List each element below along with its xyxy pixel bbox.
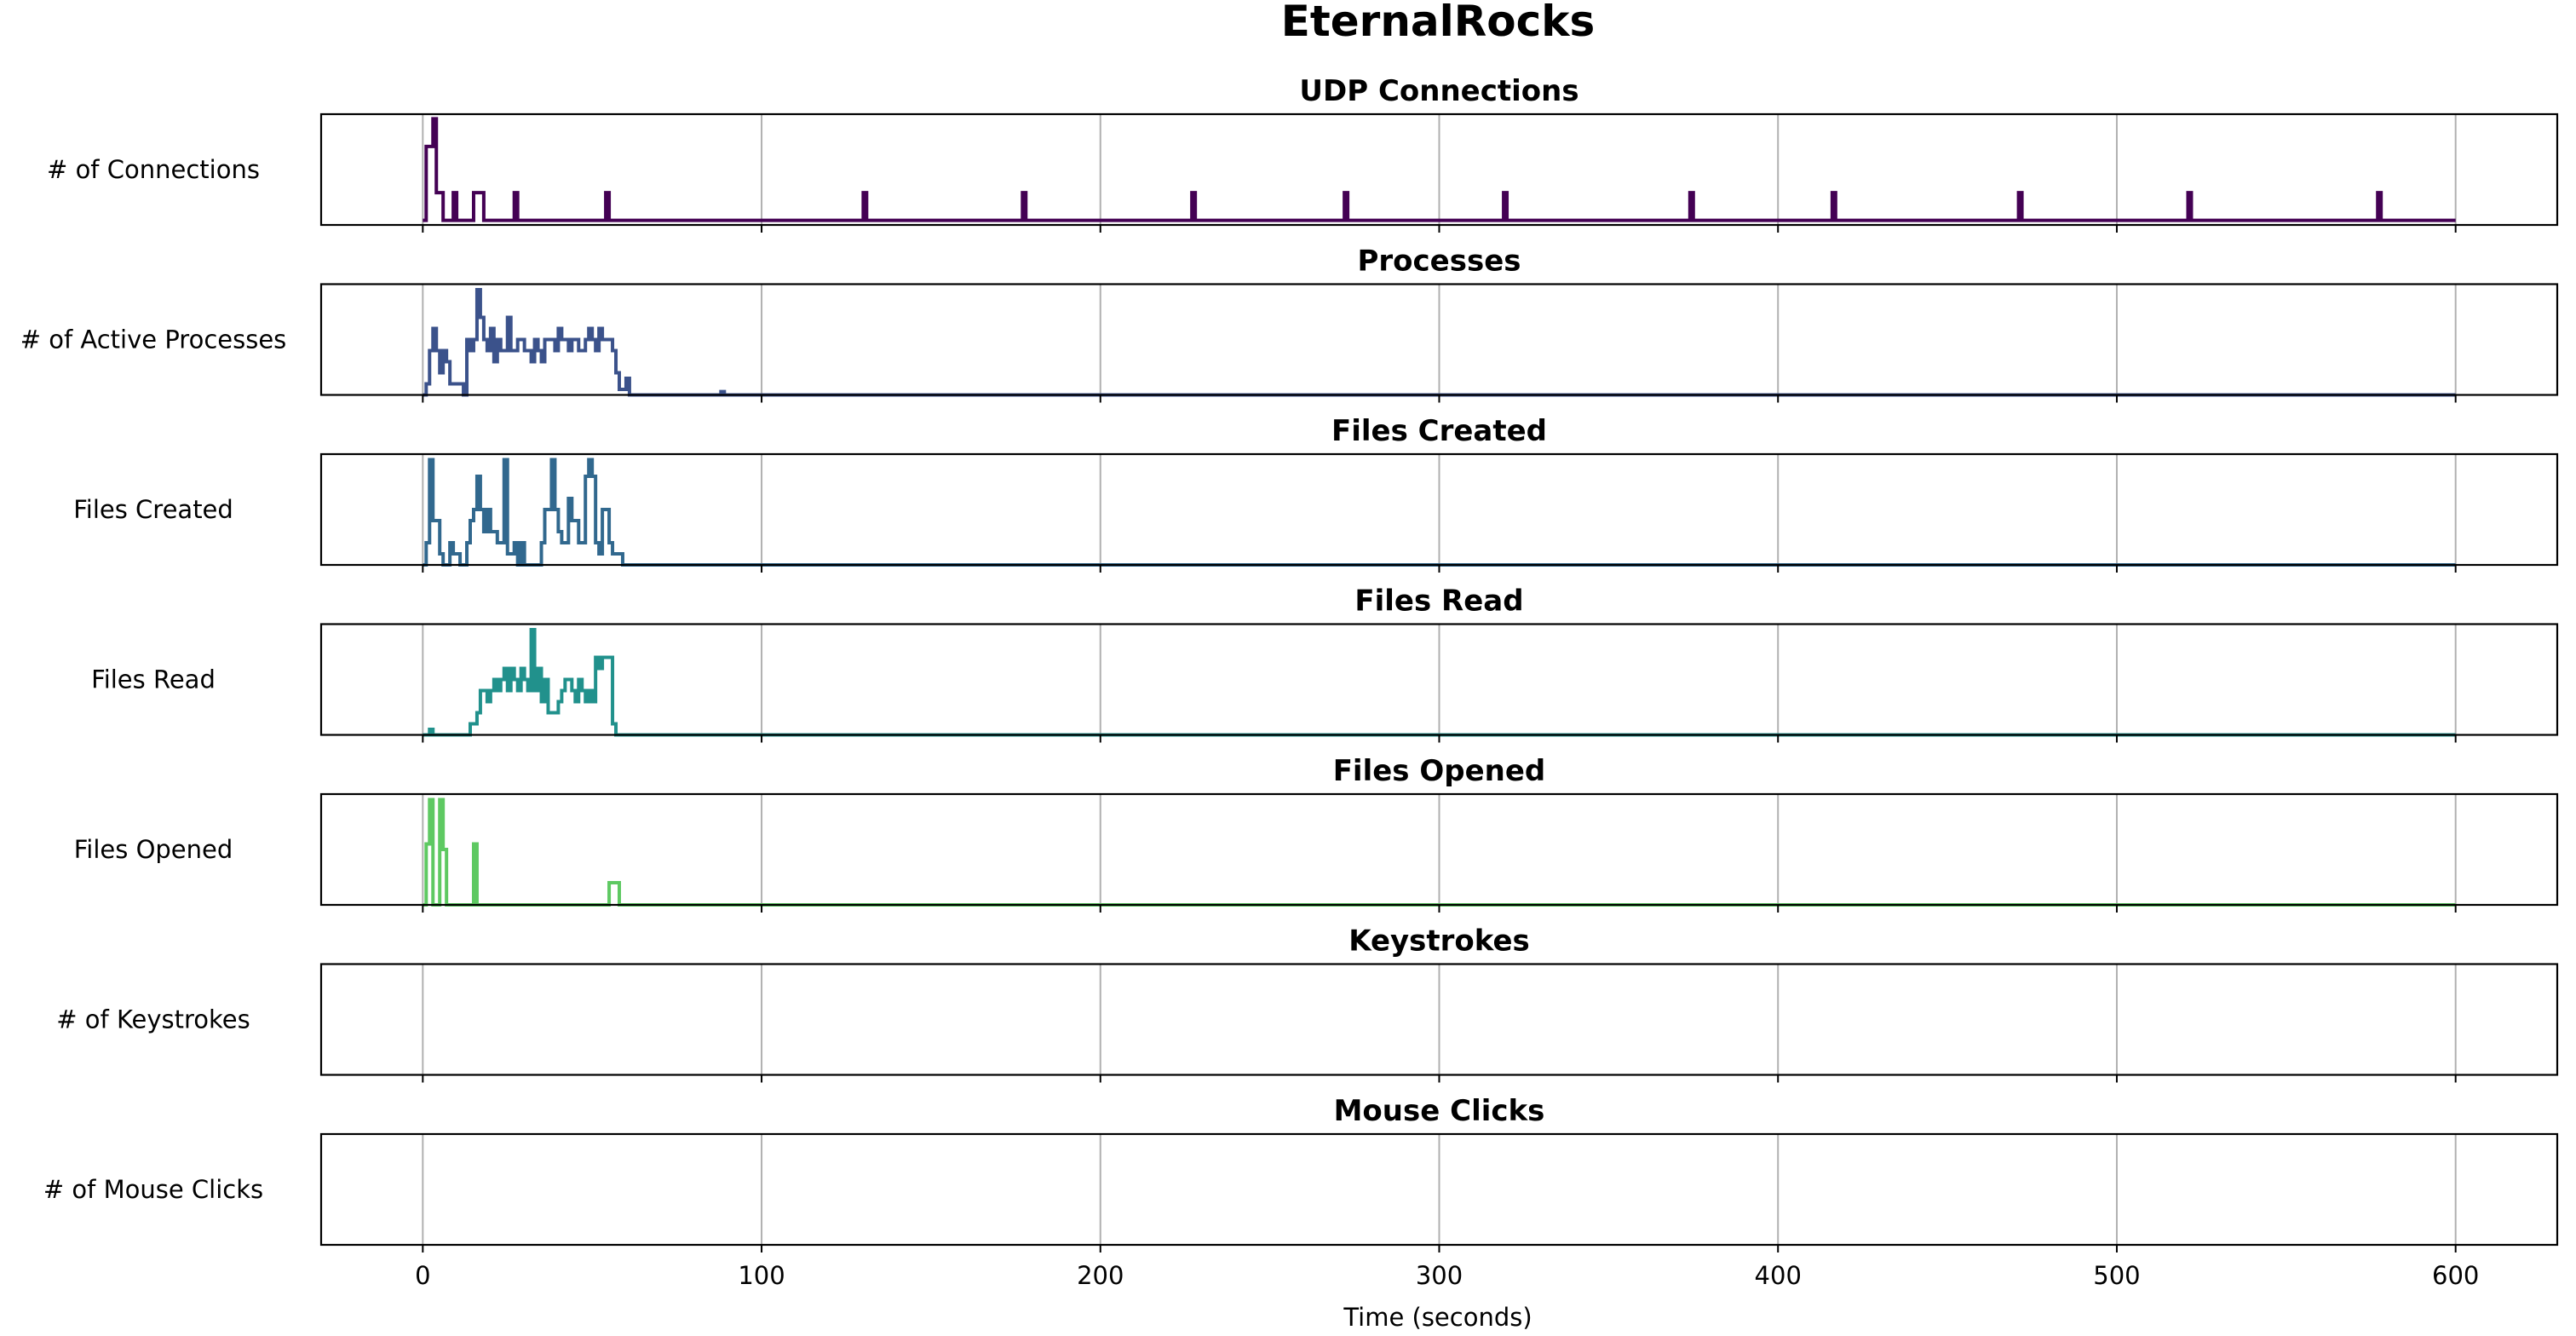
x-tick-label: 400 (1755, 1261, 1802, 1290)
y-axis-label: # of Connections (47, 155, 260, 184)
x-tick-label: 100 (738, 1261, 785, 1290)
y-axis-label: Files Opened (74, 835, 233, 864)
series-line (423, 458, 2456, 567)
panel-3: Files Read Files Read (91, 584, 2559, 743)
panel-0: UDP Connections # of Connections (47, 74, 2559, 233)
panel-2: Files Created Files Created (73, 414, 2559, 573)
series-line (423, 117, 2456, 222)
x-tick-labels: 0 100 200 300 400 500 600 (415, 1261, 2479, 1290)
panel-title: Files Created (1331, 414, 1547, 448)
panel-5: Keystrokes # of Keystrokes (56, 924, 2559, 1083)
figure-title: EternalRocks (1281, 0, 1596, 46)
panel-4: Files Opened Files Opened (74, 754, 2559, 913)
panels: UDP Connections # of Connections Processes… (20, 74, 2559, 1252)
x-tick-label: 0 (415, 1261, 430, 1290)
y-axis-label: # of Active Processes (20, 325, 287, 354)
panel-6: Mouse Clicks # of Mouse Clicks (43, 1094, 2559, 1252)
y-axis-label: Files Read (91, 665, 216, 694)
y-axis-label: Files Created (73, 495, 233, 524)
panel-1: Processes # of Active Processes (20, 245, 2559, 403)
series-line (423, 628, 2456, 737)
x-tick-label: 300 (1416, 1261, 1463, 1290)
y-axis-label: # of Mouse Clicks (43, 1175, 263, 1204)
panel-title: Mouse Clicks (1334, 1094, 1545, 1128)
panel-title: Keystrokes (1348, 924, 1530, 959)
x-tick-label: 500 (2093, 1261, 2140, 1290)
y-axis-label: # of Keystrokes (56, 1005, 250, 1034)
x-axis-label: Time (seconds) (1343, 1303, 1532, 1332)
panel-title: UDP Connections (1299, 74, 1578, 108)
panel-title: Processes (1357, 245, 1521, 279)
panel-title: Files Opened (1333, 754, 1546, 788)
x-tick-label: 600 (2432, 1261, 2479, 1290)
series-line (423, 798, 2456, 907)
x-tick-label: 200 (1077, 1261, 1124, 1290)
series-line (423, 288, 2456, 397)
panel-title: Files Read (1354, 584, 1523, 619)
